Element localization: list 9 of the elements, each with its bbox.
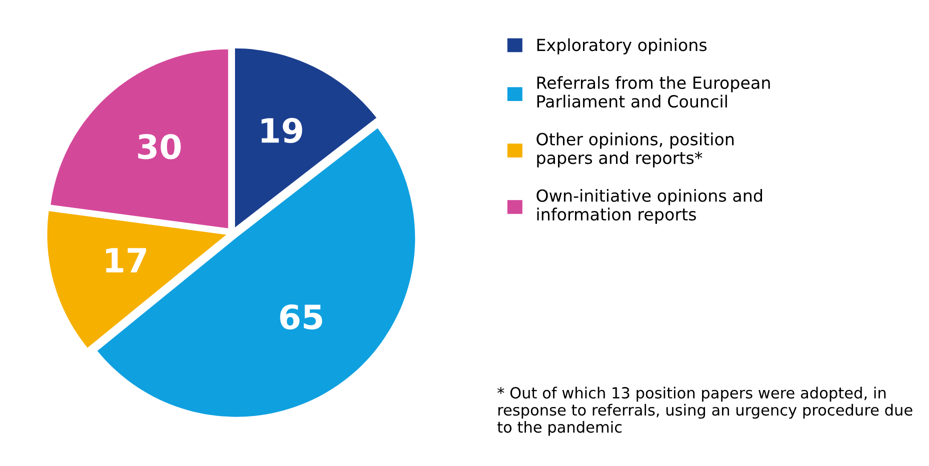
data-label: 17: [106, 248, 146, 272]
data-label: 19: [262, 118, 302, 144]
legend-label: Other opinions, position papers and reports*: [536, 132, 734, 168]
data-label: 30: [138, 134, 181, 160]
data-label: 65: [280, 304, 322, 330]
text: * Out of which 13 position papers were adopted, in response to referrals, using an urgency procedure due to the pandemic: [497, 386, 912, 436]
legend-label: Own-initiative opinions and information reports: [536, 189, 762, 224]
legend-label: Exploratory opinions: [537, 38, 707, 54]
legend-label: Referrals from the European Parliament and Council: [537, 76, 770, 108]
